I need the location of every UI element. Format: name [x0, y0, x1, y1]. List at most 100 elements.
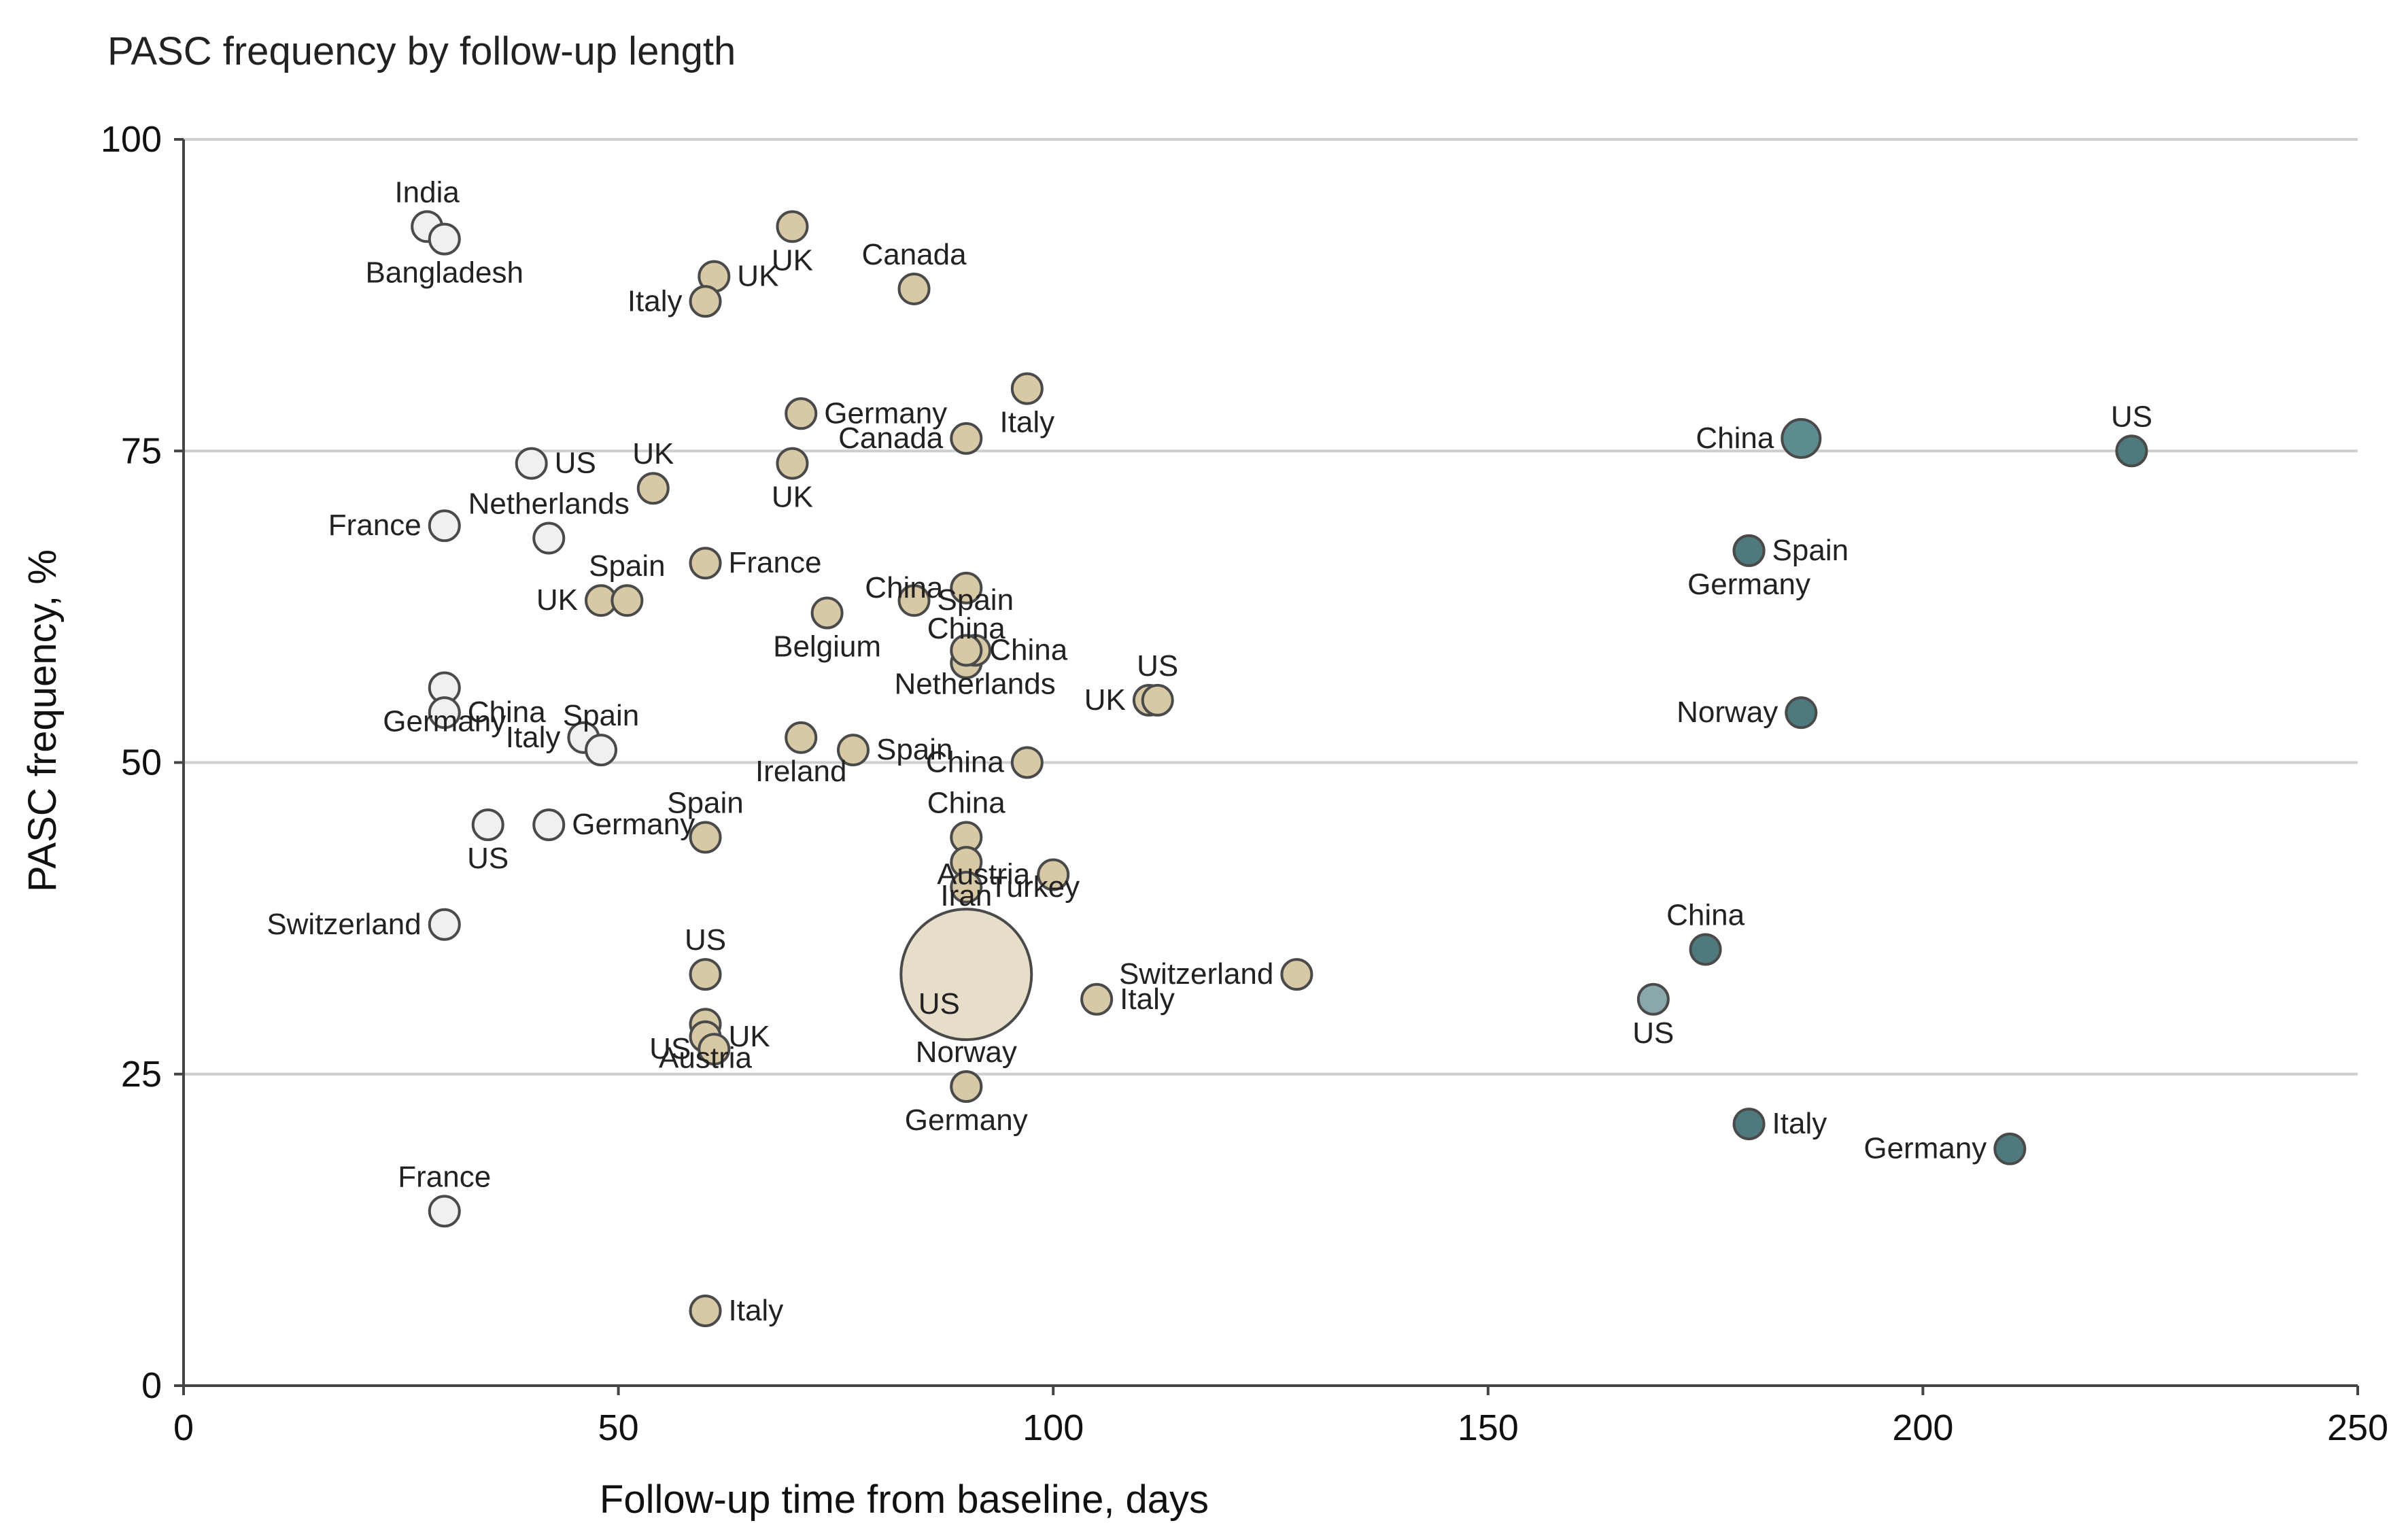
- point-label: UK: [737, 260, 778, 293]
- data-point: [950, 870, 983, 904]
- data-point: [585, 734, 618, 767]
- point-label: Spain: [563, 699, 640, 732]
- data-point: [785, 721, 818, 754]
- tick-labels: 0 25 50 75 100 0 50 100 150 200 250: [101, 119, 2388, 1448]
- data-point: [1732, 1108, 1766, 1141]
- data-point: [950, 634, 983, 667]
- point-label: Italy: [628, 284, 683, 318]
- x-tick-label: 200: [1892, 1407, 1953, 1448]
- point-label: Spain: [589, 549, 666, 583]
- point-label: US: [2111, 400, 2152, 433]
- point-label: UK: [536, 583, 578, 617]
- point-label: Italy: [1772, 1107, 1827, 1140]
- point-label: China: [468, 696, 546, 729]
- point-label: UK: [632, 437, 674, 470]
- point-label: Spain: [938, 583, 1014, 617]
- point-label: Norway: [916, 1036, 1017, 1069]
- data-point: [698, 1033, 731, 1066]
- point-labels: India Bangladesh US France Netherlands German…: [267, 175, 2152, 1327]
- data-point: [897, 272, 931, 305]
- data-point: [950, 1070, 983, 1103]
- point-label: China: [1696, 422, 1774, 455]
- point-label: Canada: [838, 422, 944, 455]
- x-axis-label: Follow-up time from baseline, days: [600, 1477, 1209, 1522]
- point-label: Spain: [667, 786, 744, 819]
- data-point: [950, 422, 983, 455]
- data-point: [428, 1195, 461, 1228]
- point-label: Ireland: [755, 755, 847, 788]
- chart-title: PASC frequency by follow-up length: [107, 29, 736, 73]
- data-point: [810, 596, 844, 630]
- point-label: Spain: [876, 733, 953, 766]
- point-label: Switzerland: [1119, 957, 1273, 991]
- data-point: [1010, 372, 1044, 405]
- data-point: [897, 584, 931, 617]
- data-point: [776, 447, 809, 480]
- data-point: [1781, 417, 1822, 459]
- data-point: [1037, 858, 1070, 891]
- point-label: Austria: [937, 857, 1030, 891]
- data-point: [899, 908, 1033, 1042]
- point-label: Italy: [729, 1294, 784, 1327]
- data-point: [836, 734, 870, 767]
- point-label: Austria: [659, 1041, 752, 1074]
- data-point: [950, 571, 983, 604]
- grid-lines: [184, 138, 2358, 1076]
- point-label: Canada: [861, 238, 967, 271]
- point-label: France: [328, 509, 422, 542]
- data-point: [611, 584, 644, 617]
- data-point: [689, 547, 722, 580]
- point-label: Italy: [1120, 982, 1175, 1016]
- x-tick-label: 0: [173, 1407, 194, 1448]
- x-tick-label: 100: [1022, 1407, 1084, 1448]
- point-label: Germany: [1687, 568, 1810, 601]
- point-label: Netherlands: [894, 668, 1055, 701]
- point-label: UK: [772, 481, 813, 514]
- data-point: [428, 222, 461, 256]
- data-point: [428, 509, 461, 543]
- point-label: Belgium: [773, 630, 881, 664]
- data-point: [785, 397, 818, 430]
- point-label: US: [1632, 1016, 1674, 1050]
- point-label: Germany: [824, 396, 947, 430]
- y-tick-label: 75: [121, 430, 162, 471]
- point-label: China: [865, 571, 943, 604]
- point-label: UK: [772, 243, 813, 277]
- data-point: [2115, 434, 2148, 468]
- axes: [174, 138, 2359, 1395]
- point-label: China: [927, 786, 1006, 819]
- y-tick-label: 25: [121, 1054, 162, 1095]
- data-point: [1689, 933, 1722, 966]
- point-label: Switzerland: [267, 908, 421, 941]
- y-axis-label: PASC frequency, %: [20, 549, 65, 892]
- data-point: [689, 821, 722, 854]
- point-label: Germany: [383, 705, 506, 738]
- point-label: US: [1137, 649, 1178, 683]
- data-point: [1993, 1132, 2027, 1165]
- point-label: Netherlands: [468, 487, 630, 521]
- data-point: [1636, 982, 1670, 1016]
- x-tick-label: 250: [2327, 1407, 2388, 1448]
- point-label: Italy: [506, 721, 561, 754]
- point-label: US: [649, 1032, 691, 1065]
- data-point: [471, 808, 504, 842]
- data-point: [515, 447, 548, 480]
- point-label: China: [1666, 898, 1745, 931]
- data-point: [689, 958, 722, 991]
- point-label: India: [394, 175, 460, 209]
- data-point: [1010, 746, 1044, 779]
- data-point: [532, 521, 566, 555]
- data-point: [776, 210, 809, 243]
- data-point: [1141, 683, 1174, 717]
- point-label: France: [398, 1160, 491, 1193]
- point-label: US: [685, 923, 726, 957]
- data-points: [411, 210, 2148, 1328]
- point-label: Germany: [572, 808, 695, 841]
- y-tick-label: 100: [101, 119, 162, 160]
- point-label: Norway: [1677, 696, 1778, 729]
- y-tick-label: 50: [121, 742, 162, 783]
- point-label: UK: [1084, 683, 1126, 717]
- point-label: US: [555, 447, 596, 480]
- point-label: Germany: [1863, 1132, 1987, 1165]
